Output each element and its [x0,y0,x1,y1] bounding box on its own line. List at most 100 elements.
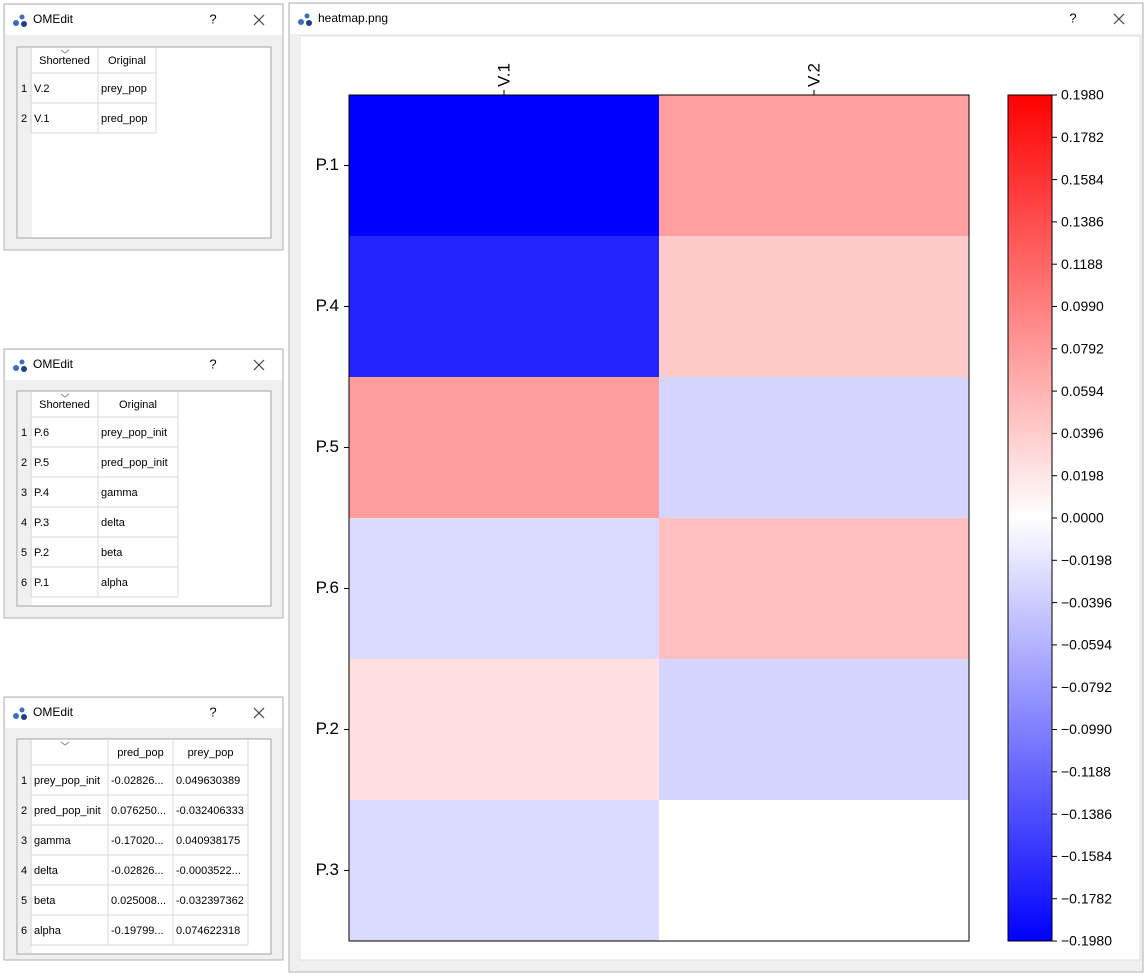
colorbar-tick-label: 0.0594 [1061,383,1104,399]
close-icon [1113,13,1125,25]
heatmap-cell [349,659,660,801]
close-button[interactable] [253,14,265,26]
title-bar [5,698,282,728]
table-cell[interactable]: 0.076250... [111,805,166,817]
table-cell[interactable]: 0.074622318 [176,925,240,937]
row-number: 3 [21,835,27,847]
table-cell[interactable]: P.3 [34,517,49,529]
table-cell[interactable]: prey_pop_init [101,427,167,439]
help-button[interactable]: ? [209,11,216,26]
row-label: beta [34,895,56,907]
close-icon [253,14,265,26]
column-header[interactable]: Shortened [39,399,90,411]
table-cell[interactable]: prey_pop [101,83,147,95]
column-header[interactable]: pred_pop [117,747,164,759]
table-cell[interactable]: -0.032397362 [176,895,244,907]
table-cell[interactable]: P.4 [34,487,49,499]
colorbar-tick-label: 0.0792 [1061,341,1104,357]
column-header[interactable]: Original [108,55,146,67]
app-icon [13,365,19,371]
close-button[interactable] [1113,13,1125,25]
table-cell[interactable]: -0.19799... [111,925,164,937]
table-cell[interactable]: 0.040938175 [176,835,240,847]
row-number: 1 [21,427,27,439]
app-icon [21,714,27,720]
table-cell[interactable]: -0.032406333 [176,805,244,817]
table-cell[interactable]: P.2 [34,547,49,559]
row-label: pred_pop_init [34,805,101,817]
help-button[interactable]: ? [209,704,216,719]
table-cell[interactable]: delta [101,517,126,529]
title-bar [5,350,282,380]
close-icon [253,359,265,371]
sort-indicator [60,741,70,746]
table-cell[interactable]: -0.17020... [111,835,164,847]
row-number: 3 [21,487,27,499]
table-cell[interactable]: pred_pop [101,113,148,125]
y-tick-label: P.5 [316,437,339,456]
table-cell[interactable]: 0.025008... [111,895,166,907]
y-tick-label: P.6 [316,578,339,597]
close-button[interactable] [253,359,265,371]
app-icon [19,359,25,365]
colorbar-tick-label: −0.1782 [1061,890,1112,906]
table-cell[interactable]: P.5 [34,457,49,469]
app-icon [306,20,312,26]
row-number: 4 [21,517,27,529]
heatmap-cell [659,800,970,942]
table-cell[interactable]: V.1 [34,113,50,125]
colorbar-tick-label: 0.1188 [1061,256,1103,272]
column-header[interactable]: Original [119,399,157,411]
table-cell[interactable]: P.1 [34,577,49,589]
heatmap-cell [659,236,970,378]
table-cell[interactable]: -0.02826... [111,865,164,877]
row-header-gutter [18,48,32,237]
table-cell[interactable]: -0.02826... [111,775,164,787]
row-label: delta [34,865,59,877]
help-button[interactable]: ? [209,356,216,371]
row-label: gamma [34,835,72,847]
close-button[interactable] [253,707,265,719]
table-cell[interactable]: P.6 [34,427,49,439]
app-icon [13,20,19,26]
row-number: 5 [21,547,27,559]
window-title: OMEdit [33,357,74,371]
heatmap-cell [659,377,970,519]
colorbar-tick-label: 0.0396 [1061,425,1104,441]
table-cell[interactable]: 0.049630389 [176,775,240,787]
heatmap-cell [349,236,660,378]
column-header[interactable]: Shortened [39,55,90,67]
row-number: 6 [21,577,27,589]
colorbar-tick-label: 0.1386 [1061,214,1104,230]
row-number: 1 [21,775,27,787]
row-number: 2 [21,805,27,817]
y-tick-label: P.1 [316,155,339,174]
colorbar-tick-label: −0.1584 [1061,848,1112,864]
heatmap-cell [349,95,660,237]
colorbar-tick-label: −0.1980 [1061,933,1112,949]
column-header[interactable]: prey_pop [188,747,234,759]
window-title: heatmap.png [318,11,388,25]
sort-indicator [60,393,70,398]
table-cell[interactable]: pred_pop_init [101,457,168,469]
table-cell[interactable]: gamma [101,487,139,499]
x-tick-label: V.2 [804,63,823,87]
y-tick-label: P.3 [316,860,339,879]
table [16,738,272,955]
colorbar-tick-label: 0.0000 [1061,510,1104,526]
row-number: 1 [21,83,27,95]
y-tick-label: P.4 [316,296,339,315]
table-cell[interactable]: beta [101,547,123,559]
table-cell[interactable]: alpha [101,577,129,589]
heatmap-cell [659,659,970,801]
colorbar-tick-label: 0.0990 [1061,298,1104,314]
row-number: 4 [21,865,27,877]
app-icon [21,366,27,372]
y-tick-label: P.2 [316,719,339,738]
colorbar-tick-label: 0.1980 [1061,87,1104,103]
help-button[interactable]: ? [1069,10,1076,25]
table-cell[interactable]: V.2 [34,83,50,95]
window-title: OMEdit [33,705,74,719]
table-cell[interactable]: -0.0003522... [176,865,241,877]
colorbar-tick-label: −0.0990 [1061,721,1112,737]
